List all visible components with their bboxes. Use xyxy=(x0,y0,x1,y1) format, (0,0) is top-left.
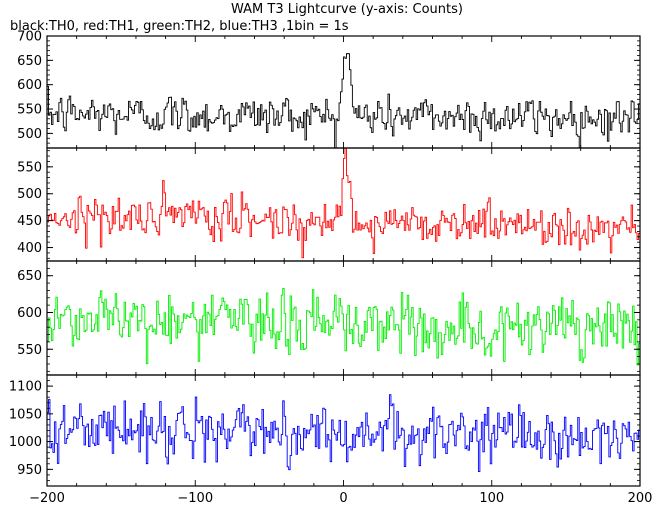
series-line-th3 xyxy=(47,394,640,473)
y-tick-label: 500 xyxy=(17,127,42,142)
y-tick-label: 550 xyxy=(17,160,42,175)
y-tick-label: 550 xyxy=(17,343,42,358)
series-line-th1 xyxy=(47,148,640,259)
y-tick-label: 600 xyxy=(17,306,42,321)
chart-title: WAM T3 Lightcurve (y-axis: Counts) xyxy=(231,2,463,17)
y-tick-label: 700 xyxy=(17,30,42,45)
y-tick-label: 450 xyxy=(17,214,42,229)
x-tick-label: −200 xyxy=(29,491,65,505)
panel-th0: 500 550 600 650 700 xyxy=(17,30,641,149)
panel-th3: 950 1000 1050 1100 xyxy=(9,374,641,487)
panel-th1: 400 450 500 550 xyxy=(17,147,641,262)
y-tick-label: 1100 xyxy=(9,380,42,395)
y-tick-label: 950 xyxy=(17,463,42,478)
y-tick-label: 1050 xyxy=(9,407,42,422)
panels-group: 500 550 600 650 700 400 450 500 550 550 600 650 950 1… xyxy=(9,30,653,505)
y-tick-label: 1000 xyxy=(9,435,42,450)
series-line-th2 xyxy=(47,287,640,366)
x-tick-label: 200 xyxy=(628,491,653,505)
x-tick-label: 0 xyxy=(339,491,347,505)
x-tick-label: 100 xyxy=(479,491,504,505)
y-tick-label: 650 xyxy=(17,269,42,284)
chart-subtitle: black:TH0, red:TH1, green:TH2, blue:TH3 … xyxy=(10,19,349,34)
y-tick-label: 400 xyxy=(17,241,42,256)
y-tick-label: 500 xyxy=(17,187,42,202)
panel-th2: 550 600 650 xyxy=(17,260,641,376)
y-tick-label: 550 xyxy=(17,103,42,118)
y-tick-label: 600 xyxy=(17,78,42,93)
series-line-th0 xyxy=(47,53,640,148)
y-tick-label: 650 xyxy=(17,54,42,69)
x-tick-label: −100 xyxy=(177,491,213,505)
